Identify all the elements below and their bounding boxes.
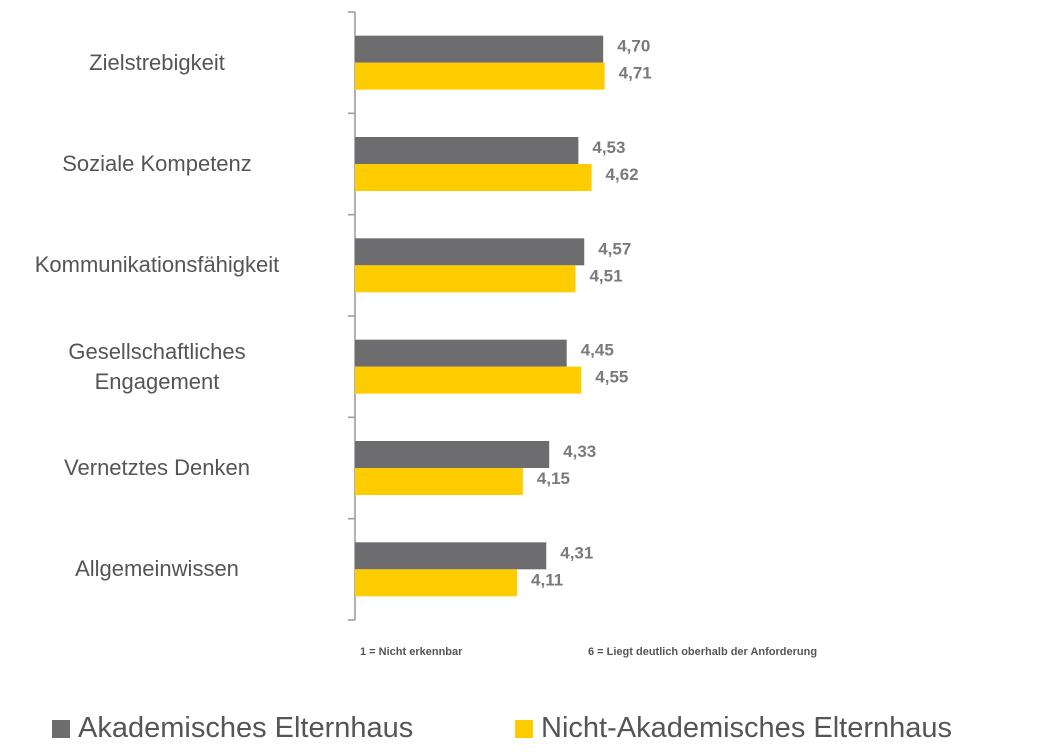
value-label: 4,45	[581, 341, 614, 360]
bar	[355, 441, 550, 468]
bar	[355, 542, 547, 570]
legend-label: Nicht-Akademisches Elternhaus	[541, 712, 953, 744]
bar	[355, 569, 518, 597]
annotation: 6 = Liegt deutlich oberhalb der Anforder…	[588, 646, 817, 658]
annotation: 1 = Nicht erkennbar	[360, 646, 463, 658]
legend-label: Akademisches Elternhaus	[78, 712, 414, 744]
legend-item: Nicht-Akademisches Elternhaus	[515, 712, 952, 745]
bar	[355, 366, 582, 394]
bar	[355, 238, 585, 266]
value-label: 4,51	[589, 266, 622, 285]
bar	[355, 137, 579, 164]
category-label: Kommunikationsfähigkeit	[34, 252, 280, 278]
bar	[355, 468, 523, 495]
value-label: 4,62	[606, 165, 639, 184]
category-label: Zielstrebigkeit	[89, 49, 225, 75]
value-label: 4,53	[592, 138, 625, 157]
value-label: 4,15	[537, 469, 570, 488]
category-label: Allgemeinwissen	[75, 556, 239, 582]
value-label: 4,70	[617, 37, 650, 56]
bar	[355, 164, 592, 191]
value-label: 4,57	[598, 239, 631, 258]
legend-swatch	[52, 719, 70, 738]
bar	[355, 62, 605, 90]
category-label: Soziale Kompetenz	[62, 151, 252, 176]
legend-swatch	[515, 719, 533, 738]
bar	[355, 265, 576, 293]
plot: 4,70 4,71 4,53 4,62 4,57 4,51 4,45 4,55 4,33 4,15…	[348, 11, 817, 658]
category-label: Gesellschaftliches Engagement	[68, 338, 246, 394]
legend-item: Akademisches Elternhaus	[52, 712, 413, 745]
value-label: 4,55	[595, 368, 628, 387]
category-label: Vernetztes Denken	[64, 455, 250, 480]
value-label: 4,71	[619, 64, 652, 83]
value-label: 4,33	[563, 442, 596, 461]
bar	[355, 35, 604, 63]
value-label: 4,31	[560, 543, 593, 562]
value-label: 4,11	[531, 570, 563, 589]
bar	[355, 339, 567, 367]
